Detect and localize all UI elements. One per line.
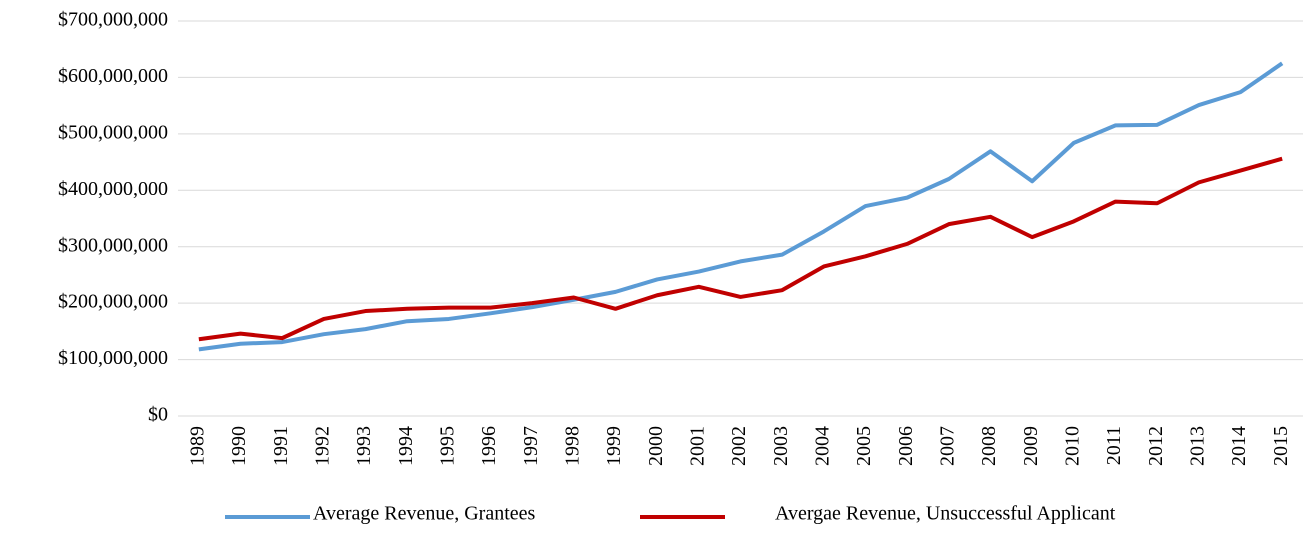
x-tick-label: 2007 [936, 426, 958, 466]
x-tick-label: 1997 [520, 426, 542, 466]
x-tick-label: 2005 [853, 426, 875, 466]
x-tick-label: 1993 [353, 426, 375, 466]
x-tick-label: 1989 [186, 426, 208, 466]
x-tick-label: 2013 [1186, 426, 1208, 466]
data-line [198, 61, 1284, 352]
y-tick-label: $400,000,000 [58, 178, 168, 200]
x-tick-label: 2012 [1145, 426, 1167, 466]
x-tick-label: 1994 [395, 426, 417, 466]
x-tick-label: 2000 [645, 426, 667, 466]
x-tick-label: 1995 [436, 426, 458, 466]
x-tick-label: 1991 [270, 426, 292, 466]
x-tick-label: 1992 [311, 426, 333, 466]
y-tick-label: $700,000,000 [58, 9, 168, 31]
x-tick-label: 2003 [770, 426, 792, 466]
legend-label: Avergae Revenue, Unsuccessful Applicant [775, 503, 1116, 525]
legend-label: Average Revenue, Grantees [313, 503, 536, 525]
y-tick-label: $300,000,000 [58, 234, 168, 256]
x-tick-label: 2004 [811, 426, 833, 466]
x-tick-label: 2002 [728, 426, 750, 466]
x-tick-label: 2006 [895, 426, 917, 466]
x-tick-label: 1996 [478, 426, 500, 466]
x-tick-label: 2008 [978, 426, 1000, 466]
y-tick-label: $100,000,000 [58, 347, 168, 369]
y-tick-label: $200,000,000 [58, 291, 168, 313]
x-tick-label: 1990 [228, 426, 250, 466]
x-tick-label: 2001 [686, 426, 708, 466]
x-tick-label: 2010 [1061, 426, 1083, 466]
x-tick-label: 2009 [1020, 426, 1042, 466]
x-tick-label: 2014 [1228, 426, 1250, 466]
y-tick-label: $500,000,000 [58, 121, 168, 143]
x-tick-label: 2011 [1103, 426, 1125, 465]
x-tick-label: 2015 [1270, 426, 1292, 466]
x-tick-label: 1999 [603, 426, 625, 466]
y-tick-label: $0 [148, 404, 168, 426]
x-tick-label: 1998 [561, 426, 583, 466]
y-tick-label: $600,000,000 [58, 65, 168, 87]
data-line [198, 156, 1283, 342]
